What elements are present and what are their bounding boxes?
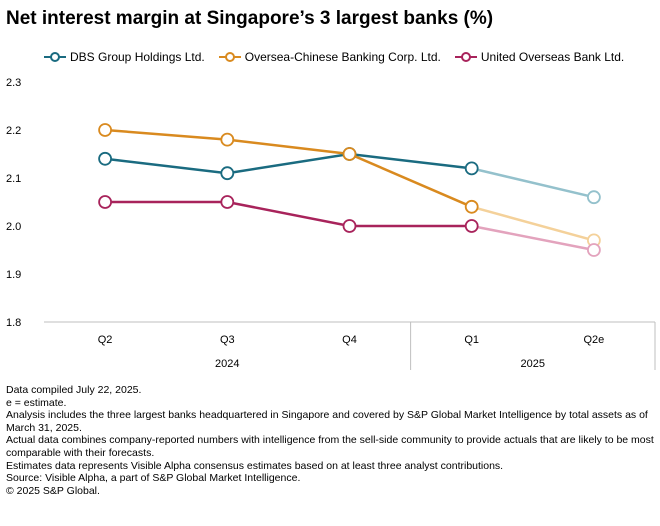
note-source: Source: Visible Alpha, a part of S&P Glo… <box>6 472 301 485</box>
chart-plot: 2.3 2.2 2.1 2.0 1.9 1.8 Q2 Q3 Q4 Q1 Q2e 2024 2025 <box>6 77 656 370</box>
note-analysis: Analysis includes the three largest bank… <box>6 409 648 434</box>
data-point <box>464 161 479 176</box>
data-point <box>98 195 112 209</box>
data-point <box>342 147 357 161</box>
estimate-point <box>587 190 601 205</box>
note-actual-data: Actual data combines company-reported nu… <box>6 434 654 459</box>
note-compiled: Data compiled July 22, 2025. <box>6 384 142 396</box>
series-line <box>105 200 472 228</box>
note-estimate: e = estimate. <box>6 396 67 409</box>
note-estimates-data: Estimates data represents Visible Alpha … <box>6 459 504 472</box>
y-tick-label: 2.0 <box>6 221 21 233</box>
data-point <box>98 151 112 166</box>
legend-item-dbs: DBS Group Holdings Ltd. <box>44 50 205 64</box>
legend-label-ocbc: Oversea-Chinese Banking Corp. Ltd. <box>244 50 441 64</box>
legend-item-uob: United Overseas Bank Ltd. <box>454 50 625 64</box>
estimate-point <box>587 243 601 257</box>
y-tick-label: 2.3 <box>6 77 21 89</box>
y-tick-label: 2.2 <box>6 125 21 137</box>
series-estimate-line <box>471 167 595 199</box>
x-tick-label: Q2 <box>98 334 113 346</box>
legend-marker-uob <box>454 52 477 62</box>
x-tick-label: Q1 <box>464 334 479 346</box>
legend-label-uob: United Overseas Bank Ltd. <box>480 50 625 64</box>
y-tick-label: 1.9 <box>6 269 21 281</box>
data-point <box>220 132 235 147</box>
chart-title: Net interest margin at Singapore’s 3 lar… <box>6 8 494 29</box>
note-copyright: © 2025 S&P Global. <box>6 484 100 497</box>
series-estimate-line <box>471 205 595 242</box>
data-point <box>98 123 112 137</box>
series-estimate-line <box>471 224 595 252</box>
data-point <box>220 166 235 181</box>
legend-label-dbs: DBS Group Holdings Ltd. <box>70 50 205 64</box>
y-tick-label: 1.8 <box>6 317 21 329</box>
series-line <box>105 128 473 208</box>
legend: DBS Group Holdings Ltd. Oversea-Chinese … <box>44 47 638 67</box>
x-group-label: 2024 <box>215 358 239 370</box>
series-line <box>104 152 472 175</box>
data-point <box>464 219 479 233</box>
legend-marker-dbs <box>44 52 66 62</box>
chart-notes: Data compiled July 22, 2025. e = estimat… <box>6 384 654 497</box>
data-point <box>220 195 235 209</box>
y-tick-label: 2.1 <box>6 173 21 185</box>
data-point <box>342 219 357 233</box>
x-tick-label: Q2e <box>584 334 605 346</box>
legend-item-ocbc: Oversea-Chinese Banking Corp. Ltd. <box>218 50 441 64</box>
x-group-label: 2025 <box>521 358 545 370</box>
x-tick-label: Q3 <box>220 334 235 346</box>
data-point <box>464 199 479 214</box>
x-tick-label: Q4 <box>342 334 357 346</box>
legend-marker-ocbc <box>218 52 241 62</box>
